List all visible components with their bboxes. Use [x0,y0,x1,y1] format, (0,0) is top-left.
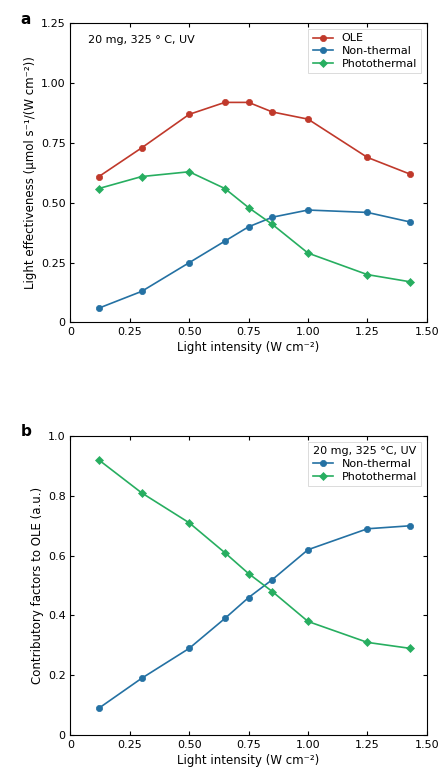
Non-thermal [246,593,251,602]
Non-thermal [139,287,144,296]
Non-thermal [365,208,370,217]
Photothermal [365,270,370,279]
Photothermal [96,455,102,465]
Non-thermal [187,258,192,267]
Non-thermal [139,673,144,683]
Photothermal [222,184,227,193]
OLE [96,172,102,181]
Photothermal [246,569,251,579]
OLE [246,98,251,107]
Photothermal [365,637,370,647]
Photothermal [270,220,275,229]
Line: Photothermal: Photothermal [96,457,413,651]
Photothermal [139,488,144,497]
Photothermal [407,644,413,653]
Y-axis label: Light effectiveness (μmol s⁻¹/(W cm⁻²)): Light effectiveness (μmol s⁻¹/(W cm⁻²)) [24,56,37,289]
Photothermal [187,518,192,528]
Photothermal [305,617,311,626]
Non-thermal [96,704,102,713]
Non-thermal [187,644,192,653]
Y-axis label: Contributory factors to OLE (a.u.): Contributory factors to OLE (a.u.) [31,487,44,684]
OLE [305,114,311,124]
OLE [365,152,370,162]
Photothermal [187,167,192,177]
X-axis label: Light intensity (W cm⁻²): Light intensity (W cm⁻²) [177,342,320,354]
Photothermal [96,184,102,193]
Line: Non-thermal: Non-thermal [96,522,413,712]
Non-thermal [222,236,227,246]
Text: a: a [21,12,31,27]
Line: OLE: OLE [96,99,413,180]
Non-thermal [407,521,413,530]
Text: 20 mg, 325 ° C, UV: 20 mg, 325 ° C, UV [88,35,195,45]
OLE [222,98,227,107]
Non-thermal [305,206,311,215]
Non-thermal [365,524,370,533]
Photothermal [139,172,144,181]
Photothermal [246,203,251,213]
Legend: Non-thermal, Photothermal: Non-thermal, Photothermal [308,442,421,486]
Non-thermal [305,545,311,554]
X-axis label: Light intensity (W cm⁻²): Light intensity (W cm⁻²) [177,754,320,767]
OLE [139,143,144,152]
Text: b: b [21,424,31,439]
Photothermal [305,249,311,258]
OLE [407,170,413,179]
Legend: OLE, Non-thermal, Photothermal: OLE, Non-thermal, Photothermal [308,29,421,74]
Photothermal [270,586,275,596]
Photothermal [222,548,227,558]
OLE [187,109,192,119]
Non-thermal [96,303,102,313]
Non-thermal [407,217,413,227]
OLE [270,107,275,117]
Non-thermal [270,575,275,584]
Non-thermal [222,614,227,623]
Line: Non-thermal: Non-thermal [96,207,413,311]
Non-thermal [270,213,275,222]
Photothermal [407,277,413,286]
Line: Photothermal: Photothermal [96,169,413,285]
Non-thermal [246,222,251,231]
